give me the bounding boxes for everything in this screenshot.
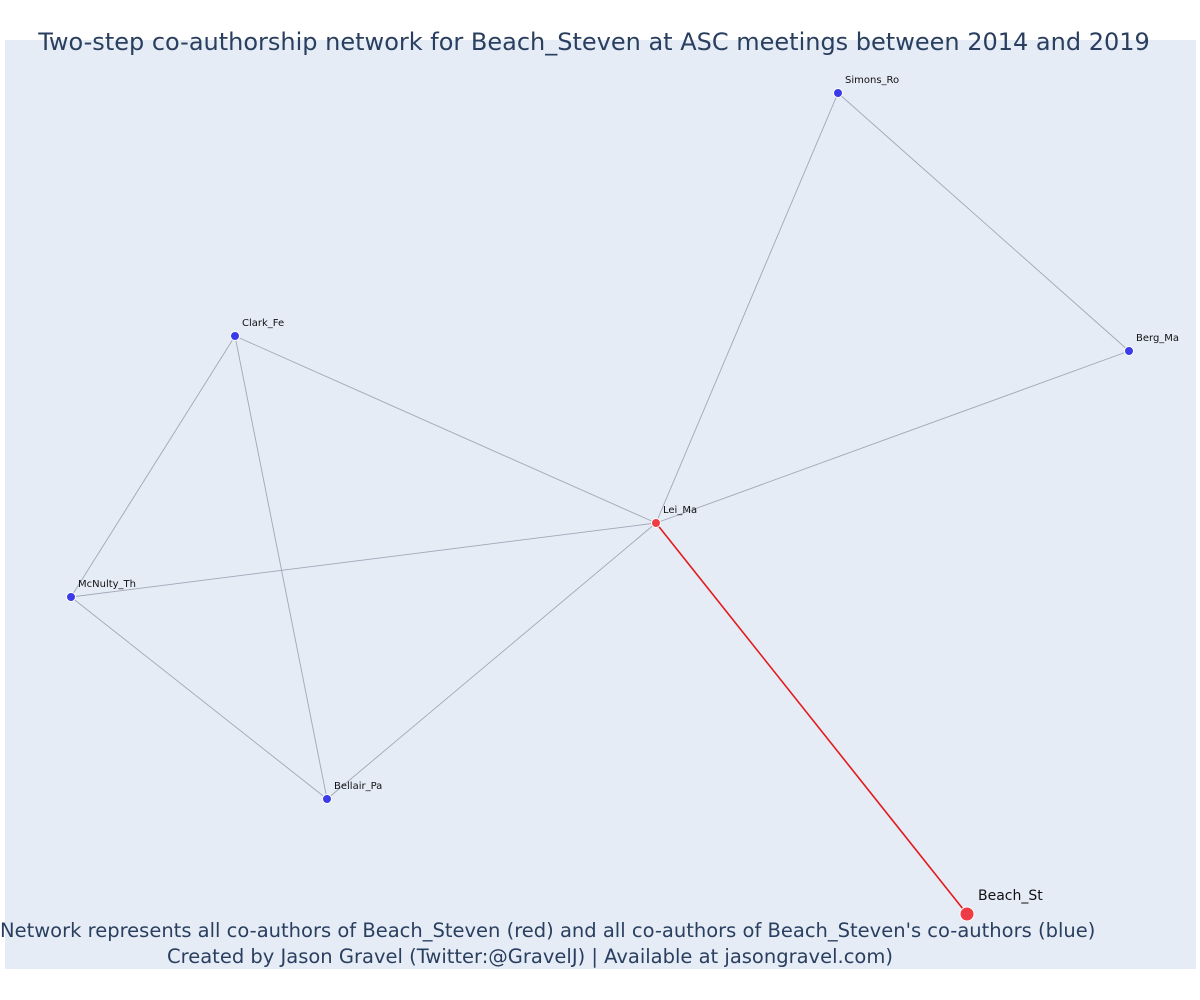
footnote-line-1: Network represents all co-authors of Bea… (0, 919, 1096, 942)
node-label-McNulty_Th: McNulty_Th (78, 579, 136, 590)
edge-Lei_Ma-Simons_Ro (655, 92, 839, 524)
node-Lei_Ma[interactable] (651, 518, 661, 528)
plot-area (5, 40, 1196, 969)
node-label-Simons_Ro: Simons_Ro (845, 75, 899, 86)
edge-Lei_Ma-Bellair_Pa (326, 522, 657, 800)
chart-title: Two-step co-authorship network for Beach… (38, 28, 1150, 56)
node-Bellair_Pa[interactable] (322, 794, 332, 804)
edge-McNulty_Th-Bellair_Pa (70, 596, 328, 800)
node-Beach_St[interactable] (959, 906, 975, 922)
node-label-Berg_Ma: Berg_Ma (1136, 333, 1179, 344)
edge-Lei_Ma-Clark_Fe (234, 335, 657, 524)
edge-Beach_St-Lei_Ma (655, 522, 968, 915)
edge-Lei_Ma-McNulty_Th (70, 522, 657, 598)
labels-layer: Beach_St Lei_Ma Simons_Ro Berg_Ma Clark_Fe Mc… (78, 75, 1179, 904)
node-label-Lei_Ma: Lei_Ma (663, 505, 697, 516)
node-label-Bellair_Pa: Bellair_Pa (334, 781, 382, 792)
footnote-annotation: Network represents all co-authors of Bea… (0, 918, 1096, 970)
edge-Clark_Fe-Bellair_Pa (234, 335, 328, 800)
edge-Clark_Fe-McNulty_Th (70, 335, 236, 598)
edge-Simons_Ro-Berg_Ma (837, 92, 1130, 352)
node-Clark_Fe[interactable] (230, 331, 240, 341)
node-Simons_Ro[interactable] (833, 88, 843, 98)
node-label-Clark_Fe: Clark_Fe (242, 318, 284, 329)
node-label-Beach_St: Beach_St (978, 888, 1043, 904)
node-McNulty_Th[interactable] (66, 592, 76, 602)
edge-Lei_Ma-Berg_Ma (655, 350, 1130, 524)
nodes-layer (66, 88, 1134, 922)
node-Berg_Ma[interactable] (1124, 346, 1134, 356)
edges-layer (70, 92, 1130, 915)
footnote-line-2: Created by Jason Gravel (Twitter:@Gravel… (167, 945, 893, 968)
